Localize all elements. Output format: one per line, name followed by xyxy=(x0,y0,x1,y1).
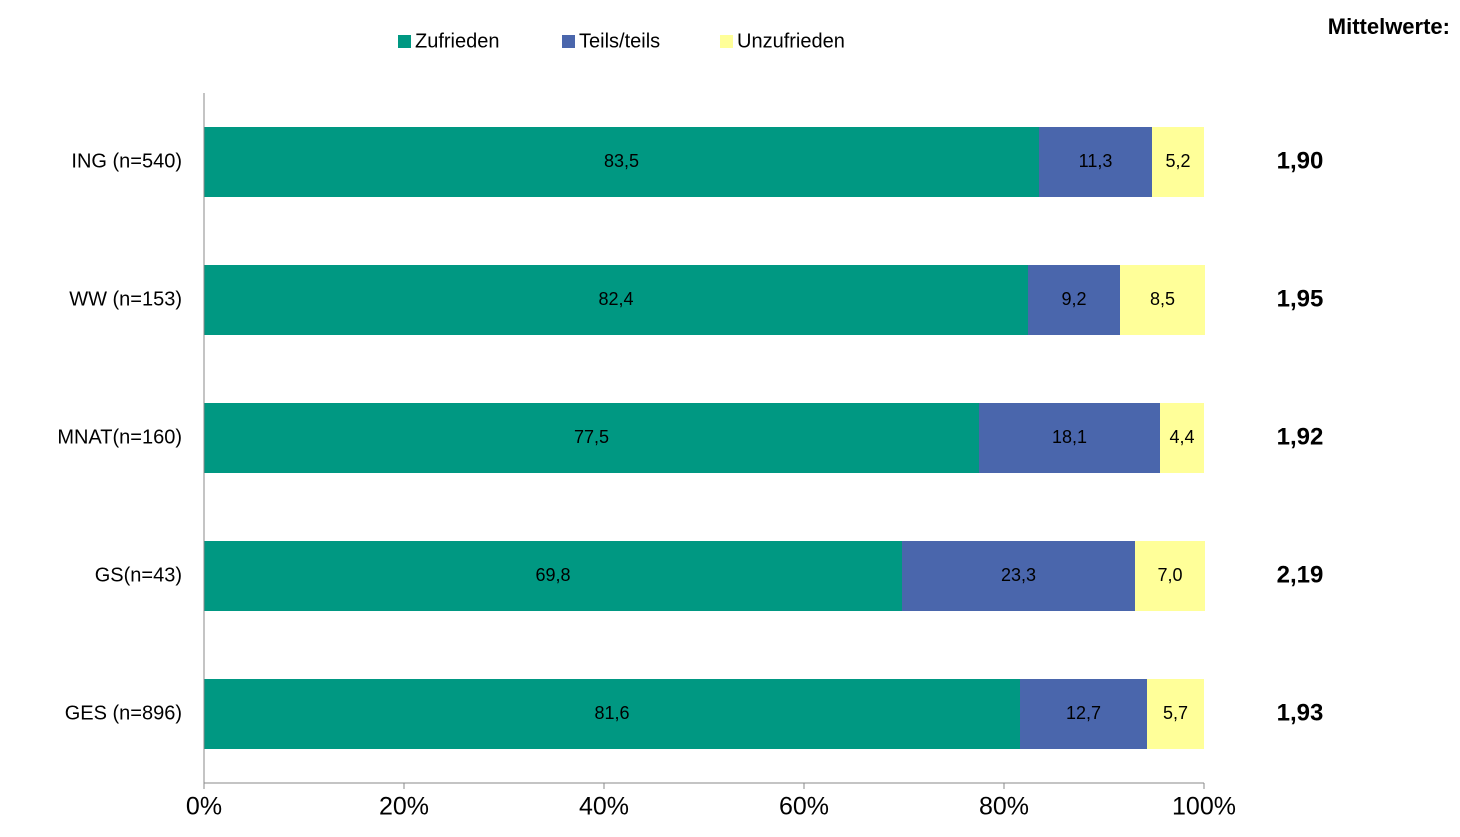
data-label: 5,7 xyxy=(1163,703,1188,723)
data-label: 69,8 xyxy=(535,565,570,585)
legend-label: Teils/teils xyxy=(579,30,660,52)
legend-swatch xyxy=(562,35,575,48)
means-title: Mittelwerte: xyxy=(1328,14,1450,39)
legend-swatch xyxy=(398,35,411,48)
mean-label: 1,90 xyxy=(1277,147,1324,174)
mean-label: 2,19 xyxy=(1277,561,1324,588)
data-label: 18,1 xyxy=(1052,427,1087,447)
y-tick-label: GES (n=896) xyxy=(65,702,182,724)
data-label: 83,5 xyxy=(604,151,639,171)
mean-label: 1,92 xyxy=(1277,423,1324,450)
data-label: 23,3 xyxy=(1001,565,1036,585)
data-label: 5,2 xyxy=(1165,151,1190,171)
mean-label: 1,95 xyxy=(1277,285,1324,312)
bar-segment xyxy=(902,541,1135,611)
bar-segment xyxy=(204,679,1020,749)
bar-segment xyxy=(1135,541,1205,611)
x-tick-label: 80% xyxy=(979,793,1029,821)
x-tick-label: 40% xyxy=(579,793,629,821)
y-tick-label: WW (n=153) xyxy=(69,288,182,310)
bar-segment xyxy=(1020,679,1147,749)
data-label: 11,3 xyxy=(1079,151,1113,171)
bar-segment xyxy=(1039,127,1152,197)
bar-segment xyxy=(204,127,1039,197)
bar-segment xyxy=(1152,127,1204,197)
data-label: 81,6 xyxy=(594,703,629,723)
x-tick-label: 20% xyxy=(379,793,429,821)
data-label: 4,4 xyxy=(1169,427,1194,447)
data-label: 77,5 xyxy=(574,427,609,447)
x-tick-label: 0% xyxy=(186,793,222,821)
y-tick-label: MNAT(n=160) xyxy=(57,426,182,448)
legend-label: Zufrieden xyxy=(415,30,500,52)
y-tick-label: GS(n=43) xyxy=(95,564,182,586)
data-label: 12,7 xyxy=(1066,703,1101,723)
data-label: 9,2 xyxy=(1061,289,1086,309)
legend-swatch xyxy=(720,35,733,48)
mean-label: 1,93 xyxy=(1277,699,1324,726)
bar-segment xyxy=(1028,265,1120,335)
data-label: 8,5 xyxy=(1150,289,1175,309)
data-label: 82,4 xyxy=(598,289,633,309)
x-tick-label: 100% xyxy=(1172,793,1236,821)
data-label: 7,0 xyxy=(1157,565,1182,585)
bar-segment xyxy=(1147,679,1204,749)
bar-segment xyxy=(979,403,1160,473)
bar-segment xyxy=(1160,403,1204,473)
x-tick-label: 60% xyxy=(779,793,829,821)
bar-segment xyxy=(1120,265,1205,335)
y-tick-label: ING (n=540) xyxy=(71,150,182,172)
bar-segment xyxy=(204,403,979,473)
bar-segment xyxy=(204,541,902,611)
bar-segment xyxy=(204,265,1028,335)
legend-label: Unzufrieden xyxy=(737,30,845,52)
